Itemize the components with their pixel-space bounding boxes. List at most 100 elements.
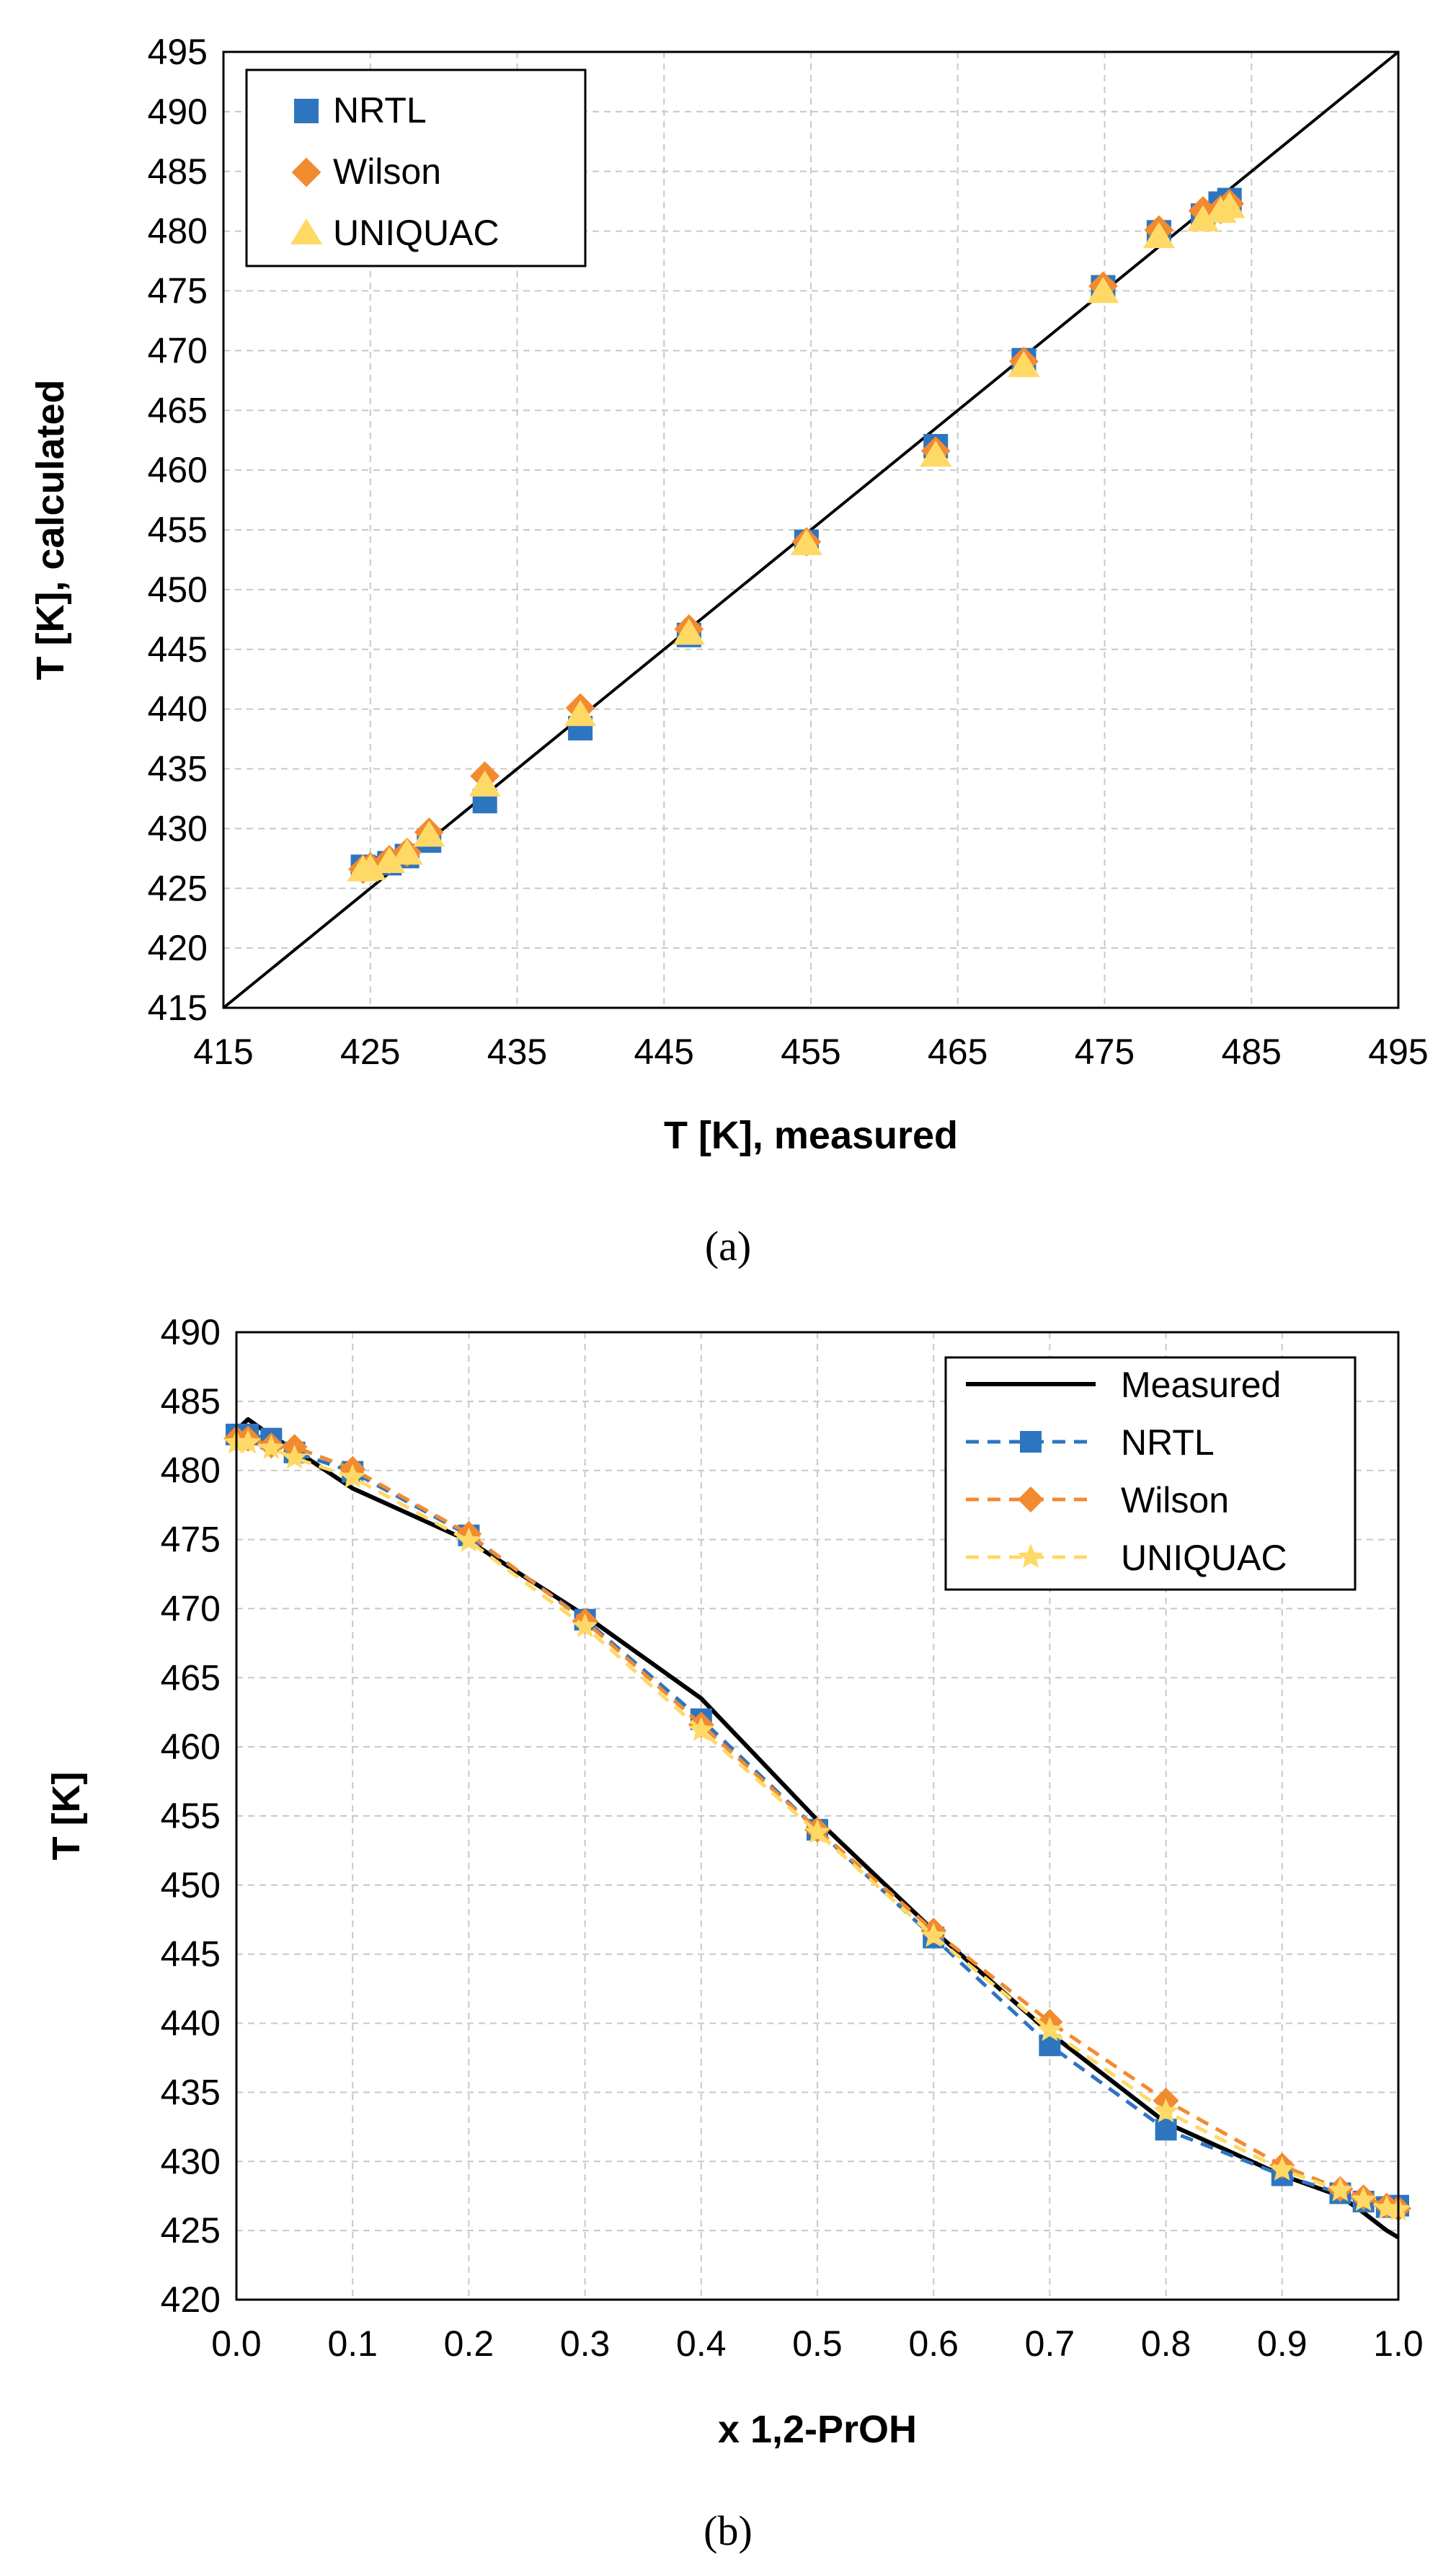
chart-a-xtick-label: 495 (1368, 1032, 1428, 1072)
chart-b-point-uniquac (572, 1613, 598, 1638)
chart-b-legend-marker-nrtl (1020, 1431, 1042, 1453)
chart-b-point-uniquac (456, 1527, 482, 1552)
chart-a-point-uniquac (790, 528, 823, 556)
chart-a: 415 420 425 430 435 440 445 450 455 460 465 470 475 4… (29, 32, 1429, 1270)
chart-b: 420 425 430 435 440 445 450 455 460 465 470 475 480 4… (45, 1312, 1424, 2554)
chart-b-ytick-label: 450 (161, 1865, 221, 1905)
chart-b-series-uniquac (223, 1429, 1411, 2221)
chart-a-legend-uniquac: UNIQUAC (333, 213, 500, 253)
chart-a-point-uniquac (564, 699, 597, 727)
chart-b-ytick-label: 445 (161, 1934, 221, 1975)
chart-b-xtick-label: 0.2 (444, 2323, 494, 2364)
chart-a-point-uniquac (1213, 192, 1246, 218)
chart-a-ytick-label: 460 (148, 450, 208, 490)
chart-a-legend-wilson: Wilson (333, 151, 441, 192)
chart-a-legend-marker-uniquac (290, 218, 323, 245)
chart-a-point-uniquac (1142, 221, 1176, 249)
chart-a-point-uniquac (920, 440, 952, 467)
chart-a-xtick-label: 465 (928, 1032, 987, 1072)
chart-a-point-uniquac (1087, 277, 1119, 303)
chart-b-xtick-label: 0.1 (327, 2323, 378, 2364)
chart-a-xtick-label: 455 (781, 1032, 840, 1072)
chart-a-xtick-label: 485 (1222, 1032, 1282, 1072)
chart-b-point-nrtl (1039, 2034, 1061, 2057)
chart-b-point-uniquac (1327, 2176, 1354, 2202)
chart-a-plot-frame (222, 50, 1400, 1009)
chart-a-point-uniquac (354, 854, 386, 880)
chart-a-ytick-label: 420 (148, 928, 208, 968)
chart-b-xtick-label: 0.8 (1141, 2323, 1191, 2364)
chart-b-point-uniquac (1351, 2186, 1377, 2211)
chart-a-ytick-label: 415 (148, 988, 208, 1028)
chart-b-point-uniquac (920, 1923, 946, 1947)
chart-a-point-uniquac (469, 770, 501, 797)
chart-a-ytick-label: 430 (148, 808, 208, 848)
chart-b-xtick-label: 0.3 (560, 2323, 611, 2364)
chart-b-xlabel: x 1,2-PrOH (718, 2408, 917, 2451)
chart-b-point-uniquac (258, 1435, 284, 1460)
chart-a-ytick-label: 485 (148, 151, 208, 192)
chart-b-point-uniquac (1153, 2098, 1179, 2123)
chart-a-series-uniquac (347, 192, 1246, 882)
chart-a-ylabel: T [K], calculated (29, 379, 72, 680)
chart-b-ytick-label: 460 (161, 1727, 221, 1767)
chart-a-ytick-label: 475 (148, 271, 208, 311)
chart-a-legend: NRTL Wilson UNIQUAC (245, 68, 587, 267)
chart-b-point-uniquac (281, 1444, 308, 1469)
chart-b-ytick-label: 420 (161, 2279, 221, 2320)
chart-b-plot-frame (235, 1331, 1400, 2301)
chart-b-xtick-label: 0.4 (676, 2323, 727, 2364)
chart-a-xtick-label: 445 (634, 1032, 694, 1072)
chart-b-point-uniquac (1036, 2016, 1063, 2042)
chart-a-xtick-label: 475 (1075, 1032, 1135, 1072)
chart-a-ytick-label: 470 (148, 330, 208, 371)
chart-a-ytick-label: 440 (148, 689, 208, 730)
chart-b-ytick-label: 470 (161, 1588, 221, 1629)
chart-a-ytick-label: 455 (148, 510, 208, 550)
chart-b-ylabel: T [K] (45, 1772, 88, 1861)
chart-b-legend-box (944, 1356, 1357, 1591)
chart-b-point-uniquac (235, 1429, 261, 1454)
chart-a-xtick-label: 425 (340, 1032, 400, 1072)
chart-b-ytick-label: 440 (161, 2003, 221, 2044)
chart-b-xtick-label: 0.5 (792, 2323, 843, 2364)
chart-b-xtick-label: 0.0 (211, 2323, 262, 2364)
chart-b-legend-nrtl: NRTL (1121, 1422, 1215, 1463)
chart-a-point-uniquac (672, 619, 706, 645)
chart-b-point-uniquac (804, 1819, 830, 1844)
chart-a-legend-marker-wilson (291, 157, 321, 187)
chart-b-legend-uniquac: UNIQUAC (1121, 1538, 1287, 1578)
chart-a-ytick-label: 450 (148, 570, 208, 610)
chart-a-point-uniquac (413, 820, 445, 847)
chart-b-ytick-label: 425 (161, 2210, 221, 2251)
chart-b-legend-marker-uniquac (1018, 1543, 1044, 1568)
chart-b-legend: Measured NRTL Wilson UNIQUAC (944, 1356, 1357, 1591)
chart-b-ytick-label: 475 (161, 1520, 221, 1560)
chart-b-ytick-label: 485 (161, 1381, 221, 1422)
chart-b-ytick-label: 465 (161, 1657, 221, 1698)
chart-b-xtick-label: 0.6 (908, 2323, 959, 2364)
chart-b-ytick-label: 430 (161, 2141, 221, 2181)
chart-b-ytick-label: 455 (161, 1796, 221, 1836)
chart-b-xtick-label: 0.9 (1257, 2323, 1308, 2364)
chart-a-legend-marker-nrtl (294, 99, 319, 123)
chart-b-point-nrtl (1155, 2119, 1177, 2141)
chart-b-panel-label: (b) (703, 2507, 753, 2554)
chart-b-ytick-label: 435 (161, 2072, 221, 2112)
chart-a-panel-label: (a) (705, 1223, 751, 1270)
chart-b-xtick-label: 1.0 (1373, 2323, 1424, 2364)
chart-a-ytick-label: 425 (148, 868, 208, 908)
chart-a-ytick-label: 435 (148, 749, 208, 789)
chart-a-point-uniquac (391, 838, 423, 865)
chart-b-point-uniquac (339, 1463, 365, 1489)
chart-b-xtick-label: 0.7 (1025, 2323, 1075, 2364)
chart-b-point-uniquac (688, 1716, 714, 1742)
chart-a-ytick-label: 490 (148, 92, 208, 132)
chart-b-ytick-label: 480 (161, 1450, 221, 1491)
chart-b-ytick-label: 490 (161, 1312, 221, 1352)
chart-a-xtick-label: 435 (487, 1032, 547, 1072)
chart-a-ytick-label: 465 (148, 390, 208, 430)
chart-a-point-uniquac (373, 846, 406, 873)
chart-a-point-uniquac (1186, 205, 1220, 231)
